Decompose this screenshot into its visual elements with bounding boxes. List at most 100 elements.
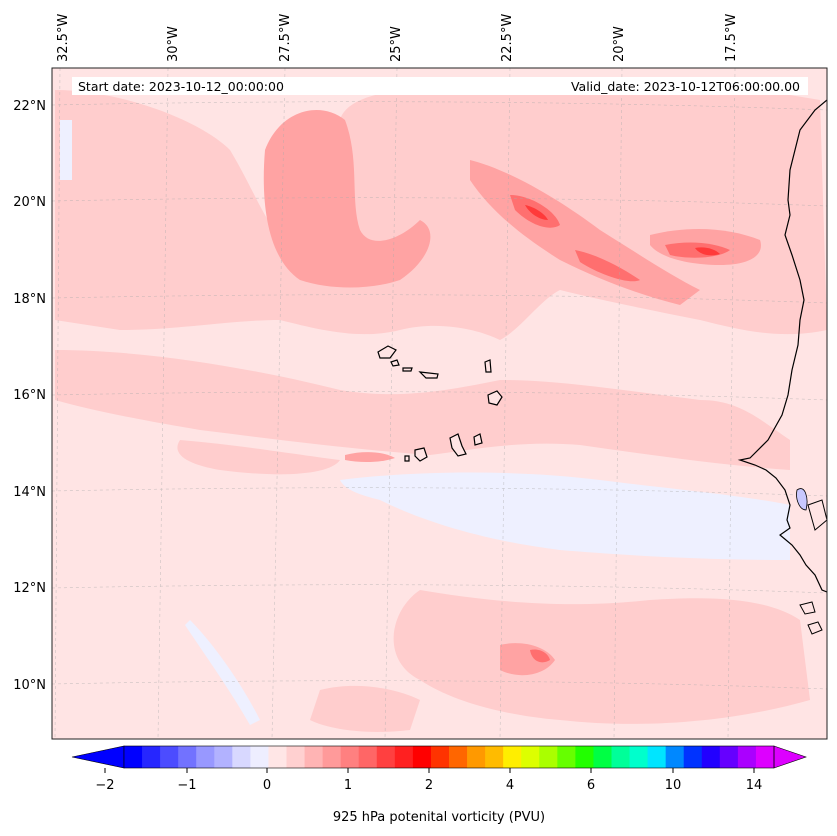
coastal-islet xyxy=(807,621,823,635)
colorbar-segment-25 xyxy=(575,746,594,768)
colorbar-segment-11 xyxy=(322,746,342,768)
colorbar-low-extend-arrow xyxy=(71,745,125,769)
colorbar-segment-4 xyxy=(196,746,215,768)
lat-label-18n: 18°N xyxy=(13,292,46,307)
pv-south-core xyxy=(530,649,550,663)
pv-central-light-band xyxy=(55,350,790,470)
lat-label-20n: 20°N xyxy=(13,195,46,210)
pv-west-negative-strip xyxy=(60,120,72,180)
colorbar-segment-28 xyxy=(629,746,649,768)
island-santo-antao xyxy=(377,345,397,359)
colorbar-segment-19 xyxy=(467,746,486,768)
island-maio xyxy=(473,433,483,446)
colorbar-segment-15 xyxy=(394,746,414,768)
colorbar-segment-3 xyxy=(178,746,197,768)
colorbar-high-extend-arrow xyxy=(773,745,807,769)
map-frame xyxy=(51,67,828,740)
longitude-labels: 32.5°W 30°W 27.5°W 25°W 22.5°W 20°W 17.5… xyxy=(56,14,739,62)
parallel-20n xyxy=(52,197,827,207)
map-gridlines xyxy=(52,68,827,739)
cb-tick-label-6: 6 xyxy=(587,778,595,793)
colorbar-ticks: −2 −1 0 1 2 4 6 10 14 xyxy=(95,768,762,793)
pv-diagonal-core-b xyxy=(575,250,640,282)
colorbar: −2 −1 0 1 2 4 6 10 14 925 hPa potenital … xyxy=(71,745,807,825)
colorbar-segment-7 xyxy=(250,746,269,768)
lon-label-20w: 20°W xyxy=(612,26,627,62)
meridian-22-5w xyxy=(499,68,511,739)
pv-max-contours xyxy=(525,205,720,256)
parallel-14n xyxy=(52,487,827,497)
lat-label-12n: 12°N xyxy=(13,581,46,596)
colorbar-segment-0 xyxy=(124,746,143,768)
bissagos-islands xyxy=(799,601,816,615)
cb-tick-label-4: 2 xyxy=(425,778,433,793)
colorbar-segment-30 xyxy=(665,746,685,768)
start-date-label: Start date: 2023-10-12_00:00:00 xyxy=(78,79,284,94)
island-sao-nicolau xyxy=(418,371,439,379)
colorbar-segment-24 xyxy=(557,746,576,768)
pv-east-max xyxy=(695,247,720,256)
colorbar-segments xyxy=(124,746,775,768)
island-santiago xyxy=(449,433,467,457)
coastal-negative-cell xyxy=(796,488,808,511)
lon-label-32-5w: 32.5°W xyxy=(56,14,71,62)
colorbar-segment-2 xyxy=(160,746,179,768)
pv-south-light-area xyxy=(393,590,810,724)
colorbar-segment-17 xyxy=(430,746,450,768)
lon-label-27-5w: 27.5°W xyxy=(278,14,293,62)
pv-diagonal-max xyxy=(525,205,548,220)
colorbar-segment-13 xyxy=(358,746,378,768)
colorbar-segment-12 xyxy=(340,746,360,768)
colorbar-segment-34 xyxy=(737,746,757,768)
island-sal xyxy=(484,359,492,373)
parallel-16n xyxy=(52,391,827,401)
gambia-coast-shape xyxy=(807,499,827,531)
lat-label-14n: 14°N xyxy=(13,485,46,500)
colorbar-segment-31 xyxy=(683,746,703,768)
latitude-labels: 22°N 20°N 18°N 16°N 14°N 12°N 10°N xyxy=(13,99,46,693)
pv-band-medium-patch xyxy=(345,452,395,463)
meridian-20w xyxy=(613,68,623,739)
pv-weak-negative-zone xyxy=(340,472,790,560)
cb-tick-label-0: −2 xyxy=(95,778,114,793)
colorbar-frame xyxy=(123,745,775,769)
meridian-25w xyxy=(384,68,398,739)
colorbar-segment-22 xyxy=(521,746,540,768)
lat-label-10n: 10°N xyxy=(13,678,46,693)
colorbar-segment-9 xyxy=(286,746,305,768)
colorbar-segment-32 xyxy=(701,746,721,768)
pv-northwest-medium-lobe xyxy=(263,110,431,288)
cb-tick-label-2: 0 xyxy=(263,778,271,793)
lon-label-17-5w: 17.5°W xyxy=(724,14,739,62)
colorbar-segment-23 xyxy=(539,746,558,768)
colorbar-segment-18 xyxy=(449,746,468,768)
valid-date-label: Valid_date: 2023-10-12T06:00:00.00 xyxy=(571,79,800,94)
colorbar-segment-26 xyxy=(593,746,612,768)
island-brava xyxy=(404,455,410,462)
colorbar-segment-33 xyxy=(719,746,739,768)
parallel-10n xyxy=(52,680,827,690)
island-sao-nicolau-west xyxy=(402,367,413,372)
pv-north-light-area xyxy=(55,90,827,340)
lon-label-22-5w: 22.5°W xyxy=(500,14,515,62)
colorbar-segment-16 xyxy=(412,746,432,768)
cb-tick-label-3: 1 xyxy=(344,778,352,793)
parallel-18n xyxy=(52,294,827,304)
pv-band-light-patch xyxy=(177,440,340,475)
meridian-27-5w xyxy=(271,68,286,739)
lat-label-22n: 22°N xyxy=(13,99,46,114)
cb-tick-label-5: 4 xyxy=(506,778,514,793)
cb-tick-label-7: 10 xyxy=(665,778,682,793)
lon-label-25w: 25°W xyxy=(389,26,404,62)
parallel-22n xyxy=(52,101,827,111)
colorbar-segment-10 xyxy=(304,746,324,768)
colorbar-label: 925 hPa potenital vorticity (PVU) xyxy=(333,810,545,825)
info-bar xyxy=(72,77,808,95)
meridian-17-5w xyxy=(727,68,736,739)
pv-diagonal-medium-band xyxy=(470,160,700,305)
cb-tick-label-8: 14 xyxy=(746,778,763,793)
pv-south-negative-streak xyxy=(185,620,260,725)
colorbar-segment-6 xyxy=(232,746,251,768)
cb-tick-label-1: −1 xyxy=(177,778,196,793)
colorbar-segment-5 xyxy=(214,746,233,768)
